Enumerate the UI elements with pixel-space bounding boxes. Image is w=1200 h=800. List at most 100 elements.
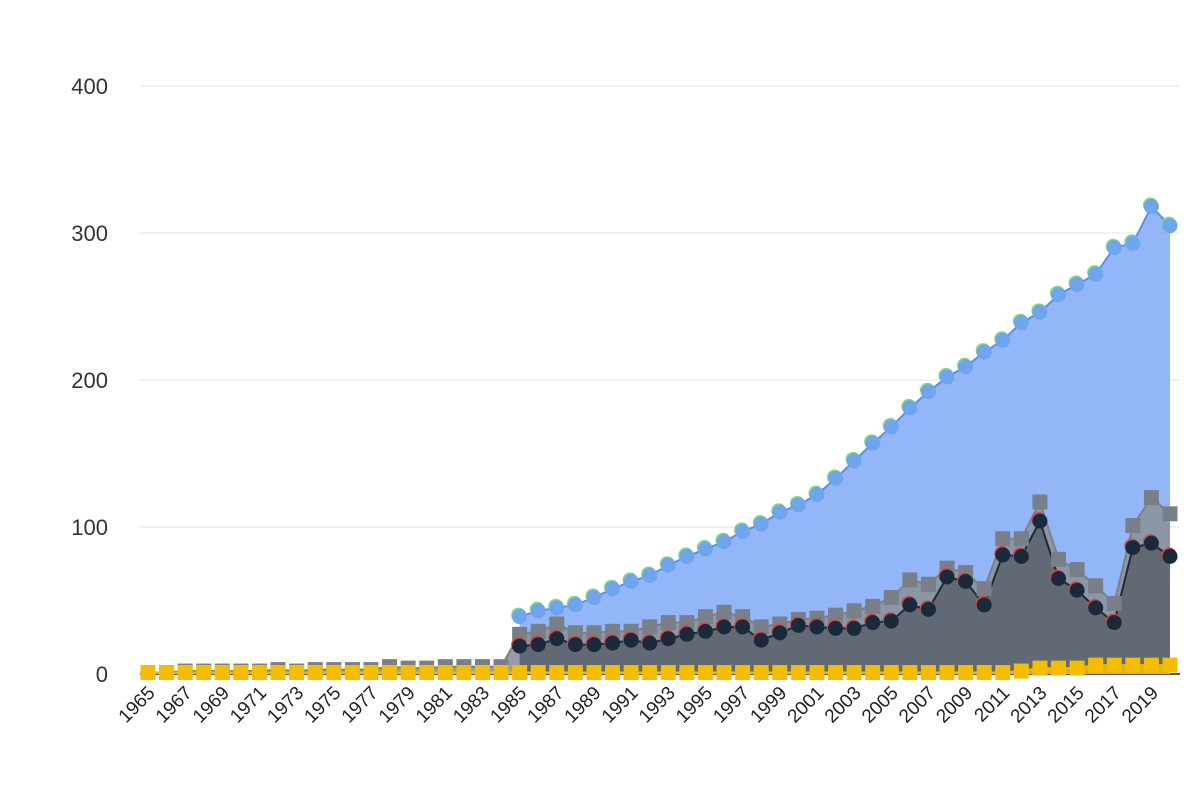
series-3-point bbox=[995, 547, 1011, 563]
series-1-point bbox=[976, 344, 992, 360]
series-3-point bbox=[1106, 615, 1122, 631]
series-1-point bbox=[865, 435, 881, 451]
x-tick-label: 1987 bbox=[524, 683, 569, 728]
series-4-point bbox=[474, 665, 490, 681]
series-1-point bbox=[1069, 276, 1085, 292]
x-tick-label: 2009 bbox=[932, 683, 977, 728]
series-1-point bbox=[902, 400, 918, 416]
series-3-point bbox=[549, 631, 565, 647]
series-4-point bbox=[159, 665, 175, 681]
x-tick-label: 1969 bbox=[189, 683, 234, 728]
x-tick-label: 1989 bbox=[561, 683, 606, 728]
x-tick-label: 2013 bbox=[1007, 683, 1052, 728]
series-4-point bbox=[456, 665, 472, 681]
series-1-point bbox=[567, 597, 583, 613]
series-3-point bbox=[605, 635, 621, 651]
series-4-point bbox=[251, 665, 267, 681]
series-4-point bbox=[326, 665, 342, 681]
series-4-point bbox=[1106, 657, 1122, 673]
series-3-point bbox=[1088, 600, 1104, 616]
series-1-point bbox=[623, 573, 639, 589]
series-1-point bbox=[939, 369, 955, 385]
x-tick-label: 1981 bbox=[412, 683, 457, 728]
series-4-point bbox=[307, 665, 323, 681]
series-3-point bbox=[1051, 570, 1067, 586]
series-2-point bbox=[1106, 595, 1122, 611]
series-4-point bbox=[1143, 657, 1159, 673]
series-4-point bbox=[958, 665, 974, 681]
series-4-point bbox=[902, 665, 918, 681]
series-1-point bbox=[828, 470, 844, 486]
series-1-point bbox=[1032, 304, 1048, 320]
series-3-point bbox=[1013, 548, 1029, 564]
series-4-point bbox=[883, 665, 899, 681]
series-1-point bbox=[512, 609, 528, 625]
series-1-point bbox=[883, 419, 899, 435]
series-4-point bbox=[642, 665, 658, 681]
x-tick-label: 1995 bbox=[672, 683, 717, 728]
series-4-point bbox=[549, 665, 565, 681]
series-1-point bbox=[1106, 240, 1122, 256]
series-3-point bbox=[1143, 535, 1159, 551]
series-4-point bbox=[419, 665, 435, 681]
series-4-point bbox=[772, 665, 788, 681]
series-4-point bbox=[437, 665, 453, 681]
series-4-point bbox=[512, 665, 528, 681]
series-1-point bbox=[660, 557, 676, 573]
series-1-point bbox=[1088, 266, 1104, 282]
series-4-point bbox=[344, 665, 360, 681]
series-4-point bbox=[530, 665, 546, 681]
series-4-point bbox=[1032, 660, 1048, 676]
series-3-point bbox=[567, 637, 583, 653]
series-3-point bbox=[512, 638, 528, 654]
x-tick-label: 2005 bbox=[858, 683, 903, 728]
series-4-point bbox=[790, 665, 806, 681]
series-4-point bbox=[177, 665, 193, 681]
x-tick-label: 1979 bbox=[375, 683, 420, 728]
series-1-point bbox=[586, 590, 602, 606]
series-2-point bbox=[1143, 490, 1159, 506]
x-tick-label: 1967 bbox=[152, 683, 197, 728]
series-4-point bbox=[605, 665, 621, 681]
series-3-point bbox=[1162, 548, 1178, 564]
series-3-point bbox=[623, 632, 639, 648]
series-4-point bbox=[735, 665, 751, 681]
series-4-point bbox=[493, 665, 509, 681]
series-4-point bbox=[140, 665, 156, 681]
series-3-point bbox=[828, 620, 844, 636]
series-1-point bbox=[1013, 315, 1029, 331]
series-4-point bbox=[289, 665, 305, 681]
series-1-point bbox=[1162, 218, 1178, 234]
series-2-point bbox=[642, 619, 658, 635]
series-4-point bbox=[363, 665, 379, 681]
series-4-point bbox=[233, 665, 249, 681]
series-2-point bbox=[1125, 518, 1141, 534]
series-3-point bbox=[772, 625, 788, 641]
series-1-point bbox=[679, 548, 695, 564]
series-4-point bbox=[400, 665, 416, 681]
series-3-point bbox=[902, 597, 918, 613]
series-3-point bbox=[809, 619, 825, 635]
series-4-point bbox=[623, 665, 639, 681]
x-tick-label: 2019 bbox=[1118, 683, 1163, 728]
y-tick-label: 300 bbox=[71, 221, 108, 246]
series-2-point bbox=[716, 604, 732, 620]
series-4-point bbox=[828, 665, 844, 681]
series-2-point bbox=[1088, 578, 1104, 594]
series-4-point bbox=[1125, 657, 1141, 673]
x-tick-label: 2017 bbox=[1081, 683, 1126, 728]
series-1-point bbox=[605, 581, 621, 597]
x-tick-label: 1999 bbox=[747, 683, 792, 728]
series-2-point bbox=[865, 598, 881, 614]
x-tick-label: 1977 bbox=[338, 683, 383, 728]
series-1-point bbox=[790, 497, 806, 513]
x-tick-label: 1965 bbox=[115, 683, 160, 728]
series-2-point bbox=[828, 607, 844, 623]
series-3-point bbox=[939, 569, 955, 585]
x-tick-label: 2015 bbox=[1044, 683, 1089, 728]
x-tick-label: 2007 bbox=[895, 683, 940, 728]
x-tick-label: 1975 bbox=[301, 683, 346, 728]
series-2-point bbox=[1013, 531, 1029, 547]
series-3-point bbox=[958, 573, 974, 589]
